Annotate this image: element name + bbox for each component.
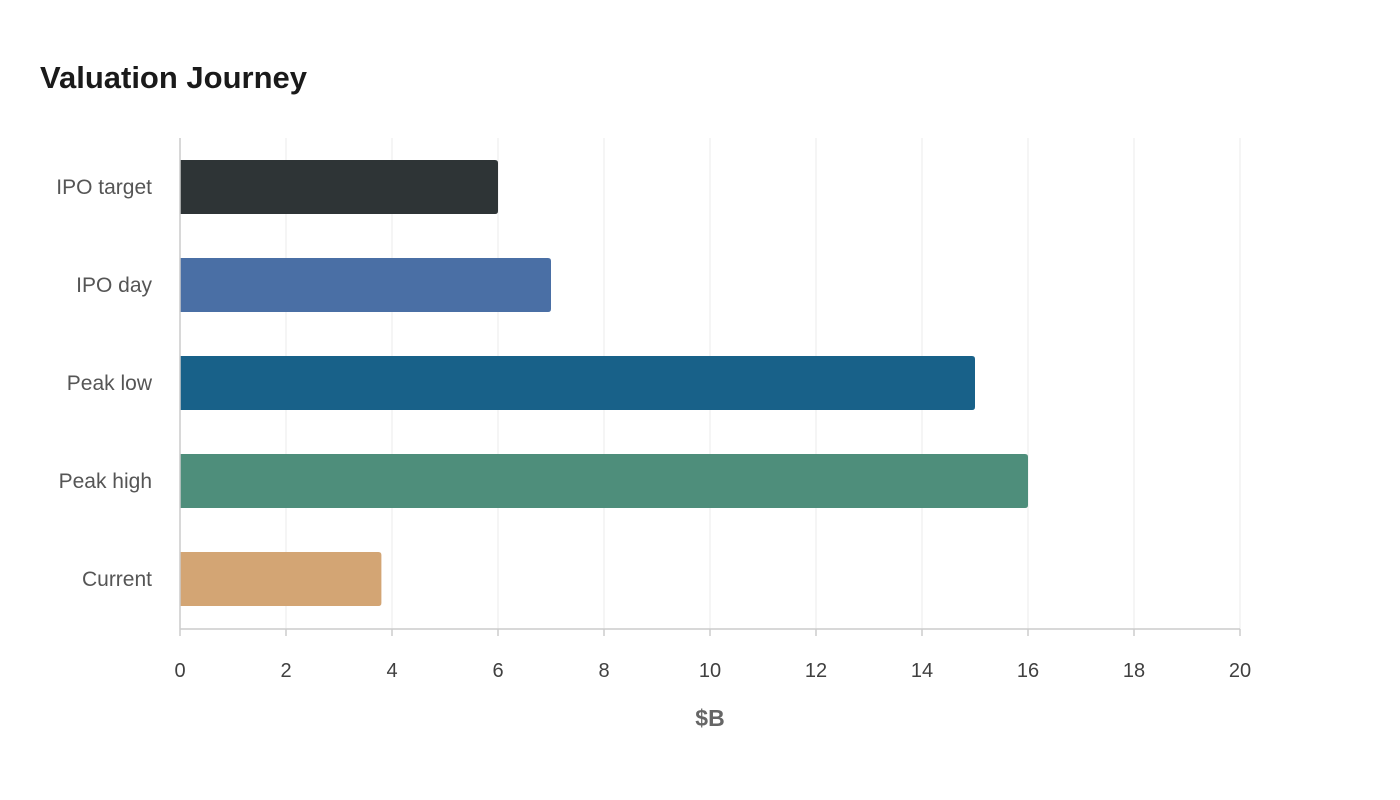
bar-current xyxy=(180,552,382,606)
x-axis-title: $B xyxy=(695,705,724,731)
x-tick-label-10: 20 xyxy=(1229,660,1251,682)
bar-peak-low xyxy=(180,356,975,410)
axes xyxy=(179,138,1241,636)
category-label-4: Current xyxy=(82,568,152,591)
x-tick-label-1: 2 xyxy=(280,660,291,682)
x-tick-label-8: 16 xyxy=(1017,660,1039,682)
bar-ipo-target xyxy=(180,160,498,214)
x-tick-label-5: 10 xyxy=(699,660,721,682)
x-tick-label-6: 12 xyxy=(805,660,827,682)
x-tick-label-2: 4 xyxy=(386,660,397,682)
category-label-0: IPO target xyxy=(56,176,152,199)
x-tick-label-4: 8 xyxy=(598,660,609,682)
x-tick-label-3: 6 xyxy=(492,660,503,682)
chart-title: Valuation Journey xyxy=(40,60,308,95)
x-tick-label-9: 18 xyxy=(1123,660,1145,682)
bar-peak-high xyxy=(180,454,1028,508)
bar-ipo-day xyxy=(180,258,551,312)
x-tick-label-0: 0 xyxy=(174,660,185,682)
category-label-1: IPO day xyxy=(76,274,152,297)
category-label-3: Peak high xyxy=(59,470,152,493)
category-label-2: Peak low xyxy=(67,372,153,395)
x-tick-label-7: 14 xyxy=(911,660,933,682)
bars xyxy=(180,160,1028,606)
labels: 0 2 4 6 8 10 12 14 16 18 20 IPO target IPO day Peak l… xyxy=(56,176,1251,682)
